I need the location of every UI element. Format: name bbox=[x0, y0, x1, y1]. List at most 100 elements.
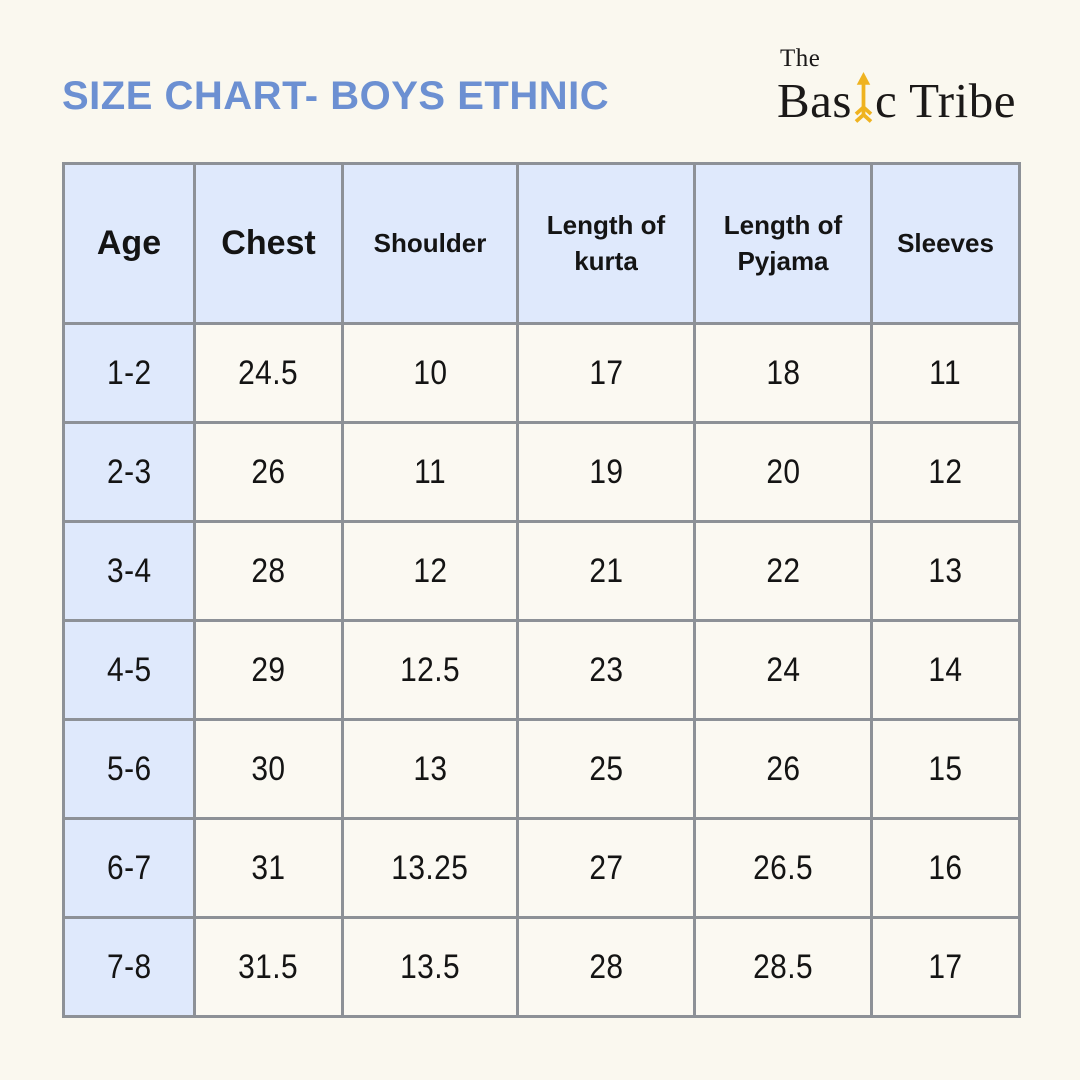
cell-kurta-length: 28 bbox=[516, 916, 696, 1018]
cell-value: 26 bbox=[251, 452, 286, 491]
cell-value: 26.5 bbox=[752, 848, 814, 887]
cell-age: 7-8 bbox=[62, 916, 196, 1018]
cell-value: 27 bbox=[588, 848, 624, 887]
cell-value: 24.5 bbox=[238, 353, 299, 392]
header-age: Age bbox=[62, 162, 196, 325]
cell-value: 1-2 bbox=[106, 353, 152, 392]
cell-value: 16 bbox=[928, 848, 963, 887]
header-chest: Chest bbox=[193, 162, 344, 325]
cell-value: 13.25 bbox=[391, 848, 469, 887]
cell-value: 13.5 bbox=[399, 947, 461, 986]
cell-chest: 31 bbox=[193, 817, 344, 919]
cell-value: 24 bbox=[765, 650, 801, 689]
cell-value: 25 bbox=[588, 749, 624, 788]
cell-value: 12 bbox=[928, 452, 963, 491]
cell-sleeves: 12 bbox=[870, 421, 1021, 523]
cell-value: 28 bbox=[251, 551, 286, 590]
cell-pyjama-length: 20 bbox=[693, 421, 873, 523]
header-length-of-pyjama: Length of Pyjama bbox=[693, 162, 873, 325]
cell-value: 15 bbox=[928, 749, 963, 788]
table-row-age-3-4: 3-4 28 12 21 22 13 bbox=[62, 520, 1021, 622]
cell-value: 18 bbox=[765, 353, 801, 392]
cell-chest: 26 bbox=[193, 421, 344, 523]
cell-value: 12 bbox=[412, 551, 448, 590]
cell-value: 20 bbox=[765, 452, 801, 491]
header-shoulder: Shoulder bbox=[341, 162, 519, 325]
cell-value: 14 bbox=[928, 650, 963, 689]
cell-value: 28.5 bbox=[752, 947, 814, 986]
cell-value: 22 bbox=[765, 551, 801, 590]
cell-value: 4-5 bbox=[106, 650, 152, 689]
cell-value: 26 bbox=[765, 749, 801, 788]
cell-value: 23 bbox=[588, 650, 624, 689]
cell-shoulder: 12.5 bbox=[341, 619, 519, 721]
cell-value: 31 bbox=[251, 848, 286, 887]
cell-pyjama-length: 26 bbox=[693, 718, 873, 820]
cell-value: 11 bbox=[414, 452, 446, 491]
table-row-age-6-7: 6-7 31 13.25 27 26.5 16 bbox=[62, 817, 1021, 919]
cell-kurta-length: 27 bbox=[516, 817, 696, 919]
cell-pyjama-length: 22 bbox=[693, 520, 873, 622]
cell-kurta-length: 19 bbox=[516, 421, 696, 523]
page-title: SIZE CHART- BOYS ETHNIC bbox=[62, 74, 610, 118]
arrow-up-icon bbox=[853, 72, 874, 126]
table-row-age-1-2: 1-2 24.5 10 17 18 11 bbox=[62, 322, 1021, 424]
cell-value: 10 bbox=[412, 353, 448, 392]
brand-logo: The Bas c Tribe bbox=[777, 46, 1016, 126]
cell-pyjama-length: 24 bbox=[693, 619, 873, 721]
cell-value: 13 bbox=[412, 749, 448, 788]
cell-value: 28 bbox=[588, 947, 624, 986]
logo-word-the: The bbox=[779, 45, 821, 72]
cell-value: 31.5 bbox=[238, 947, 299, 986]
cell-sleeves: 11 bbox=[870, 322, 1021, 424]
cell-value: 3-4 bbox=[106, 551, 152, 590]
table-row-age-2-3: 2-3 26 11 19 20 12 bbox=[62, 421, 1021, 523]
cell-sleeves: 15 bbox=[870, 718, 1021, 820]
cell-age: 3-4 bbox=[62, 520, 196, 622]
cell-shoulder: 13.25 bbox=[341, 817, 519, 919]
logo-text-left: Bas bbox=[776, 73, 852, 128]
size-chart-table: Age Chest Shoulder Length of kurta Lengt… bbox=[62, 162, 1021, 1018]
cell-shoulder: 13 bbox=[341, 718, 519, 820]
cell-value: 17 bbox=[928, 947, 963, 986]
cell-value: 29 bbox=[251, 650, 286, 689]
cell-value: 21 bbox=[588, 551, 624, 590]
logo-text-right: c Tribe bbox=[874, 73, 1016, 128]
cell-value: 19 bbox=[588, 452, 624, 491]
cell-value: 6-7 bbox=[106, 848, 152, 887]
cell-pyjama-length: 26.5 bbox=[693, 817, 873, 919]
cell-value: 13 bbox=[928, 551, 963, 590]
size-chart-container: Age Chest Shoulder Length of kurta Lengt… bbox=[62, 162, 1021, 1018]
header-length-of-kurta: Length of kurta bbox=[516, 162, 696, 325]
cell-chest: 31.5 bbox=[193, 916, 344, 1018]
table-row-age-4-5: 4-5 29 12.5 23 24 14 bbox=[62, 619, 1021, 721]
cell-pyjama-length: 18 bbox=[693, 322, 873, 424]
cell-value: 11 bbox=[929, 353, 962, 392]
cell-age: 2-3 bbox=[62, 421, 196, 523]
cell-value: 2-3 bbox=[106, 452, 152, 491]
cell-age: 4-5 bbox=[62, 619, 196, 721]
cell-chest: 29 bbox=[193, 619, 344, 721]
cell-chest: 24.5 bbox=[193, 322, 344, 424]
cell-value: 30 bbox=[251, 749, 286, 788]
table-row-age-5-6: 5-6 30 13 25 26 15 bbox=[62, 718, 1021, 820]
cell-shoulder: 12 bbox=[341, 520, 519, 622]
cell-chest: 28 bbox=[193, 520, 344, 622]
cell-value: 17 bbox=[588, 353, 624, 392]
cell-kurta-length: 17 bbox=[516, 322, 696, 424]
cell-age: 1-2 bbox=[62, 322, 196, 424]
cell-sleeves: 17 bbox=[870, 916, 1021, 1018]
cell-sleeves: 14 bbox=[870, 619, 1021, 721]
cell-kurta-length: 21 bbox=[516, 520, 696, 622]
cell-shoulder: 11 bbox=[341, 421, 519, 523]
cell-shoulder: 10 bbox=[341, 322, 519, 424]
cell-chest: 30 bbox=[193, 718, 344, 820]
cell-value: 12.5 bbox=[399, 650, 461, 689]
table-row-age-7-8: 7-8 31.5 13.5 28 28.5 17 bbox=[62, 916, 1021, 1018]
cell-kurta-length: 23 bbox=[516, 619, 696, 721]
cell-age: 5-6 bbox=[62, 718, 196, 820]
cell-value: 7-8 bbox=[106, 947, 152, 986]
cell-sleeves: 16 bbox=[870, 817, 1021, 919]
cell-pyjama-length: 28.5 bbox=[693, 916, 873, 1018]
